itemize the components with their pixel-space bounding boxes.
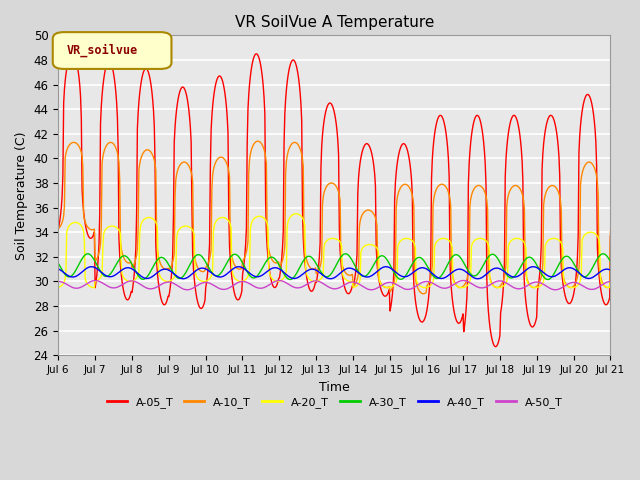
A-20_T xyxy=(54,285,62,290)
Line: A-20_T: A-20_T xyxy=(58,214,611,288)
A-20_T xyxy=(607,278,614,284)
A-05_T xyxy=(54,226,62,232)
A-40_T xyxy=(177,276,185,281)
A-30_T xyxy=(607,259,614,264)
A-40_T xyxy=(403,274,410,279)
A-50_T xyxy=(122,280,130,286)
A-10_T xyxy=(121,257,129,263)
A-10_T xyxy=(419,291,426,297)
A-05_T xyxy=(403,144,410,149)
A-05_T xyxy=(121,294,129,300)
Text: VR_soilvue: VR_soilvue xyxy=(67,44,138,57)
A-20_T xyxy=(419,285,427,290)
A-30_T xyxy=(54,260,62,266)
FancyBboxPatch shape xyxy=(52,32,172,69)
A-10_T xyxy=(207,252,214,258)
A-30_T xyxy=(177,275,185,281)
A-10_T xyxy=(403,181,410,187)
A-10_T xyxy=(65,144,72,150)
A-50_T xyxy=(65,282,72,288)
A-05_T xyxy=(65,59,72,64)
Line: A-10_T: A-10_T xyxy=(58,141,611,294)
A-10_T xyxy=(177,161,185,167)
A-20_T xyxy=(122,277,130,283)
Line: A-30_T: A-30_T xyxy=(58,254,611,279)
Line: A-05_T: A-05_T xyxy=(58,54,611,347)
Line: A-50_T: A-50_T xyxy=(58,280,611,290)
A-30_T xyxy=(342,251,349,257)
A-30_T xyxy=(121,253,129,259)
A-10_T xyxy=(54,226,62,231)
A-20_T xyxy=(292,211,300,216)
A-50_T xyxy=(607,278,614,284)
A-50_T xyxy=(208,281,216,287)
A-50_T xyxy=(419,279,427,285)
A-40_T xyxy=(54,266,62,272)
A-20_T xyxy=(403,236,411,241)
A-30_T xyxy=(419,257,427,263)
A-30_T xyxy=(403,271,411,276)
A-05_T xyxy=(177,85,185,91)
Title: VR SoilVue A Temperature: VR SoilVue A Temperature xyxy=(235,15,434,30)
A-05_T xyxy=(207,167,214,172)
A-30_T xyxy=(286,276,294,282)
A-40_T xyxy=(235,264,243,270)
A-40_T xyxy=(474,276,481,282)
A-05_T xyxy=(492,344,499,349)
A-50_T xyxy=(178,286,186,291)
A-10_T xyxy=(254,138,262,144)
Line: A-40_T: A-40_T xyxy=(58,267,611,279)
A-50_T xyxy=(403,287,411,292)
A-05_T xyxy=(419,319,426,325)
Legend: A-05_T, A-10_T, A-20_T, A-30_T, A-40_T, A-50_T: A-05_T, A-10_T, A-20_T, A-30_T, A-40_T, … xyxy=(102,392,566,412)
A-40_T xyxy=(207,269,214,275)
A-20_T xyxy=(65,225,72,230)
A-40_T xyxy=(607,267,614,273)
A-10_T xyxy=(419,291,427,297)
A-40_T xyxy=(419,265,426,271)
Y-axis label: Soil Temperature (C): Soil Temperature (C) xyxy=(15,131,28,260)
A-20_T xyxy=(207,274,215,279)
A-10_T xyxy=(607,228,614,234)
A-30_T xyxy=(65,274,72,279)
A-05_T xyxy=(253,51,260,57)
A-50_T xyxy=(184,287,191,293)
X-axis label: Time: Time xyxy=(319,381,349,394)
A-50_T xyxy=(92,277,99,283)
A-50_T xyxy=(54,278,62,284)
A-20_T xyxy=(90,285,97,290)
A-40_T xyxy=(65,273,72,278)
A-05_T xyxy=(607,233,614,239)
A-30_T xyxy=(207,267,214,273)
A-20_T xyxy=(178,224,186,230)
A-40_T xyxy=(121,265,129,271)
